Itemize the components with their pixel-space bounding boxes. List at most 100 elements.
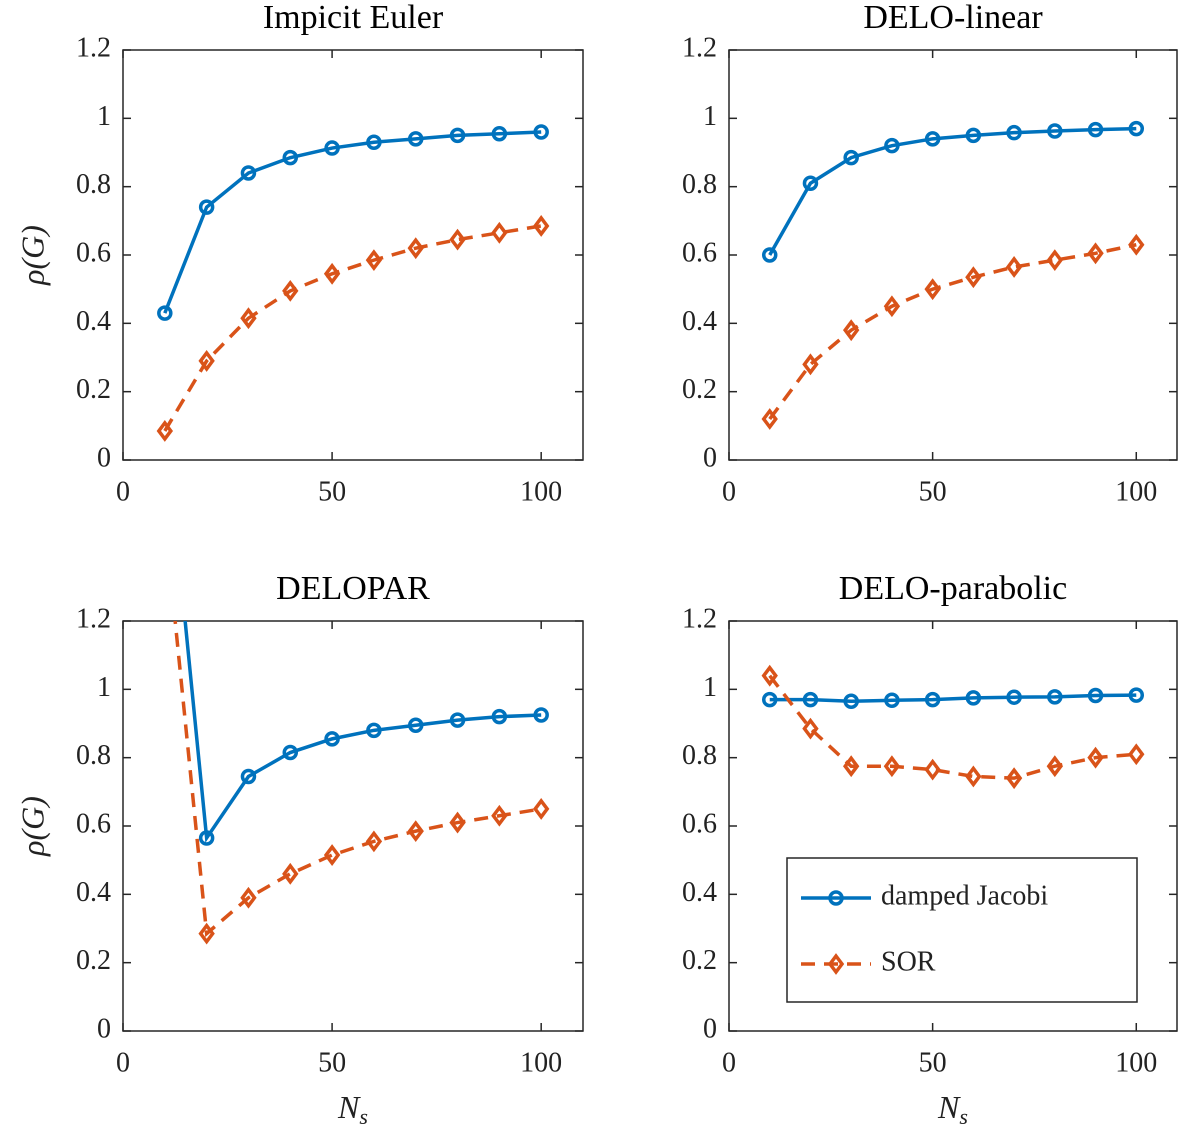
y-tick-label: 0.6 [682,237,717,268]
data-point [1047,123,1063,139]
y-tick-label: 0.8 [682,169,717,200]
data-point [491,125,508,142]
data-point [1005,767,1023,790]
data-point [1087,687,1104,704]
y-tick-label: 1 [97,672,111,703]
data-point [802,175,819,191]
y-tick-label: 1 [97,101,111,132]
data-point [533,707,549,723]
data-point [449,712,466,728]
x-tick-label: 50 [318,476,346,507]
data-point [282,149,299,166]
x-tick-label: 100 [520,476,562,507]
data-point [1087,746,1104,769]
data-point [843,693,859,710]
plot-area [156,124,550,442]
data-point [802,717,819,740]
data-point [533,124,549,140]
y-tick-label: 0.8 [76,169,111,200]
data-point [407,131,424,147]
data-point [491,221,508,244]
y-tick-label: 0.2 [76,945,111,976]
data-point [365,830,383,853]
y-tick-label: 1 [703,101,717,132]
x-axis-label: Ns [937,1089,968,1129]
subplot: DELOPAR 0 50 100 0 0.2 0.4 0.6 0.8 1 1.2 ρ(G) Ns [14,570,584,1129]
data-point [761,247,778,263]
data-point [1047,689,1063,705]
y-tick-label: 1.2 [682,603,717,634]
y-tick-label: 0 [97,1013,111,1044]
data-point [1087,121,1104,138]
series-line [163,224,542,432]
data-point [884,692,900,709]
x-tick-label: 100 [520,1047,562,1078]
y-tick-label: 0.2 [682,374,717,405]
data-point [198,199,215,215]
x-label-sub: s [359,1104,368,1129]
y-tick-label: 0.2 [76,374,111,405]
data-point [965,690,982,706]
y-tick-label: 1.2 [76,32,111,63]
data-point [198,922,215,945]
subplot: Impicit Euler 0 50 100 0 0.2 0.4 0.6 0.8 1 1.2 ρ(G) [14,0,584,507]
y-tick-label: 0 [703,1013,717,1044]
x-tick-label: 50 [919,1047,947,1078]
series-line [183,621,542,843]
data-point [449,811,466,834]
data-point [407,820,424,843]
data-point [240,165,257,181]
data-point [1046,755,1064,778]
y-axis-label: ρ(G) [14,225,50,286]
data-point [491,708,508,725]
data-point [532,215,550,237]
data-point [198,350,215,372]
chart-title: DELO-parabolic [839,570,1067,607]
subplot: DELO-linear 0 50 100 0 0.2 0.4 0.6 0.8 1 1.2 [682,0,1178,507]
data-point [324,731,340,747]
data-point [761,408,778,430]
data-point [282,744,299,761]
y-tick-label: 0.4 [682,877,717,908]
y-tick-label: 1.2 [76,603,111,634]
legend-box [786,857,1138,1003]
plot-area [173,621,550,945]
y-tick-label: 0 [97,442,111,473]
y-tick-label: 0 [703,442,717,473]
data-point [924,758,941,781]
y-tick-label: 0.2 [682,945,717,976]
plot-area [761,120,1145,430]
series-line [769,693,1137,704]
legend-label: SOR [881,946,936,977]
data-point [924,278,941,301]
y-tick-label: 0.6 [76,808,111,839]
data-point [365,249,383,272]
data-point [240,768,257,785]
series-line [173,621,542,938]
data-point [965,266,982,289]
y-tick-label: 0.6 [76,237,111,268]
data-point [1128,687,1145,703]
x-tick-label: 0 [722,1047,736,1078]
data-point [802,691,819,708]
data-point [282,862,299,885]
data-point [965,127,982,144]
x-tick-label: 0 [116,476,130,507]
legend-marker [828,890,844,906]
plot-area [761,664,1145,790]
subplot: DELO-parabolic 0 50 100 0 0.2 0.4 0.6 0.8 1 1.2 Ns d… [682,570,1178,1129]
x-label-base: N [937,1089,961,1125]
x-label-base: N [337,1089,361,1125]
x-tick-label: 50 [919,476,947,507]
data-point [842,755,860,778]
x-tick-label: 100 [1115,476,1157,507]
data-point [883,295,901,318]
data-point [843,149,859,166]
data-point [1128,743,1145,766]
data-point [156,420,174,442]
data-point [761,664,778,687]
data-point [884,137,900,154]
data-point [1005,256,1023,278]
data-point [366,134,382,150]
